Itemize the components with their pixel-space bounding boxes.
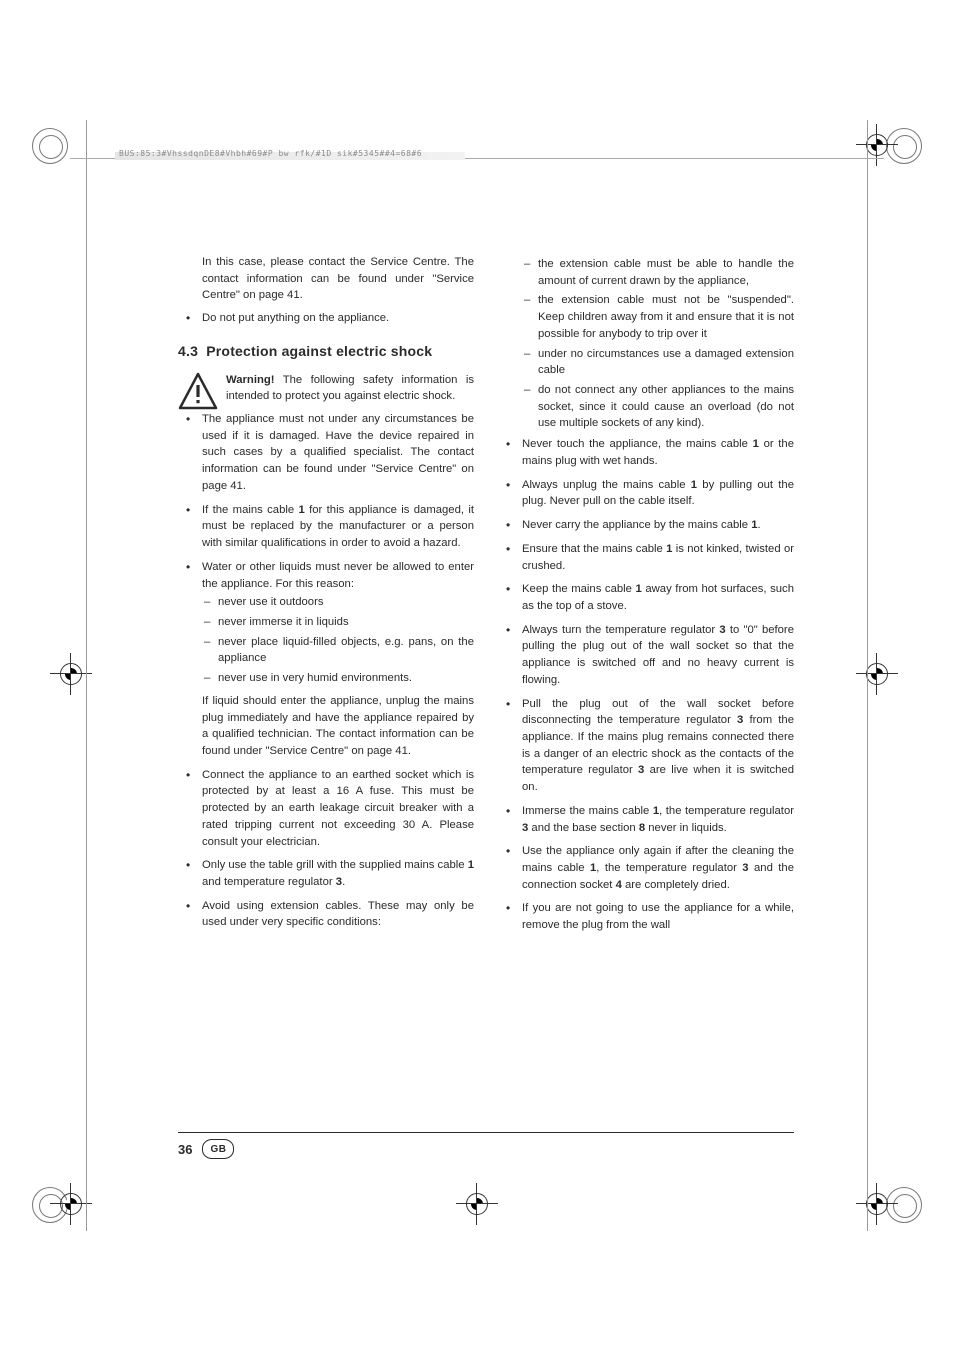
dash-item: the extension cable must be able to hand… [522,256,794,289]
water-intro-text: Water or other liquids must never be all… [202,561,474,590]
column-right: the extension cable must be able to hand… [498,254,794,941]
warning-icon [178,372,218,412]
bullet-list-main: The appliance must not under any circums… [178,411,474,552]
crop-mark-tr [886,128,922,164]
reg-mark-bc [466,1193,488,1215]
dash-item: the extension cable must not be "suspend… [522,292,794,342]
country-badge: GB [202,1139,234,1159]
bullet-list-tail: Connect the appliance to an earthed sock… [178,767,474,931]
page-number: 36 [178,1142,192,1157]
list-item: Do not put anything on the appliance. [178,310,474,327]
list-item: Always turn the temperature regulator 3 … [498,622,794,689]
bullet-list-water: Water or other liquids must never be all… [178,559,474,760]
dash-item: never place liquid-filled objects, e.g. … [202,634,474,667]
warning-block: Warning! The following safety informatio… [178,372,474,405]
list-item: If you are not going to use the applianc… [498,900,794,933]
reg-mark-ml [60,663,82,685]
water-intro-item: Water or other liquids must never be all… [178,559,474,760]
header-marker-text: BUS:85:3#VhssdqnDE8#Vhbh#69#P bw rfk/#1D… [119,149,422,158]
crop-mark-br [886,1187,922,1223]
bullet-list-right: Never touch the appliance, the mains cab… [498,436,794,934]
list-item: If the mains cable 1 for this appliance … [178,502,474,552]
section-number: 4.3 [178,343,198,359]
bullet-list-pre: Do not put anything on the appliance. [178,310,474,327]
list-item: Pull the plug out of the wall socket bef… [498,696,794,796]
reg-mark-mr [866,663,888,685]
list-item: Never carry the appliance by the mains c… [498,517,794,534]
dash-item: under no circumstances use a damaged ext… [522,346,794,379]
list-item: The appliance must not under any circums… [178,411,474,495]
trim-line-right [867,120,868,1231]
list-item: Immerse the mains cable 1, the temperatu… [498,803,794,836]
list-item: Avoid using extension cables. These may … [178,898,474,931]
list-item: Ensure that the mains cable 1 is not kin… [498,541,794,574]
list-item: Connect the appliance to an earthed sock… [178,767,474,851]
list-item: Use the appliance only again if after th… [498,843,794,893]
section-title: Protection against electric shock [206,343,432,359]
dash-list-water: never use it outdoors never immerse it in… [202,594,474,687]
liquid-followup: If liquid should enter the appliance, un… [202,693,474,760]
column-left: In this case, please contact the Service… [178,254,474,941]
dash-item: never use in very humid environments. [202,670,474,687]
reg-mark-blc [60,1193,82,1215]
page-root: BUS:85:3#VhssdqnDE8#Vhbh#69#P bw rfk/#1D… [0,0,954,1351]
list-item: Only use the table grill with the suppli… [178,857,474,890]
dash-item: never use it outdoors [202,594,474,611]
reg-mark-brc [866,1193,888,1215]
section-heading: 4.3 Protection against electric shock [178,341,474,362]
dash-item: do not connect any other appliances to t… [522,382,794,432]
page-footer: 36 GB [178,1132,794,1159]
crop-mark-tl [32,128,68,164]
list-item: Keep the mains cable 1 away from hot sur… [498,581,794,614]
dash-list-right: the extension cable must be able to hand… [522,256,794,432]
list-item: Always unplug the mains cable 1 by pulli… [498,477,794,510]
trim-line-left [86,120,87,1231]
content-columns: In this case, please contact the Service… [178,254,794,941]
reg-mark-tr [866,134,888,156]
list-item: Never touch the appliance, the mains cab… [498,436,794,469]
dash-item: never immerse it in liquids [202,614,474,631]
header-marker-strip: BUS:85:3#VhssdqnDE8#Vhbh#69#P bw rfk/#1D… [115,148,465,162]
intro-paragraph: In this case, please contact the Service… [202,254,474,304]
warning-label: Warning! [226,374,275,386]
